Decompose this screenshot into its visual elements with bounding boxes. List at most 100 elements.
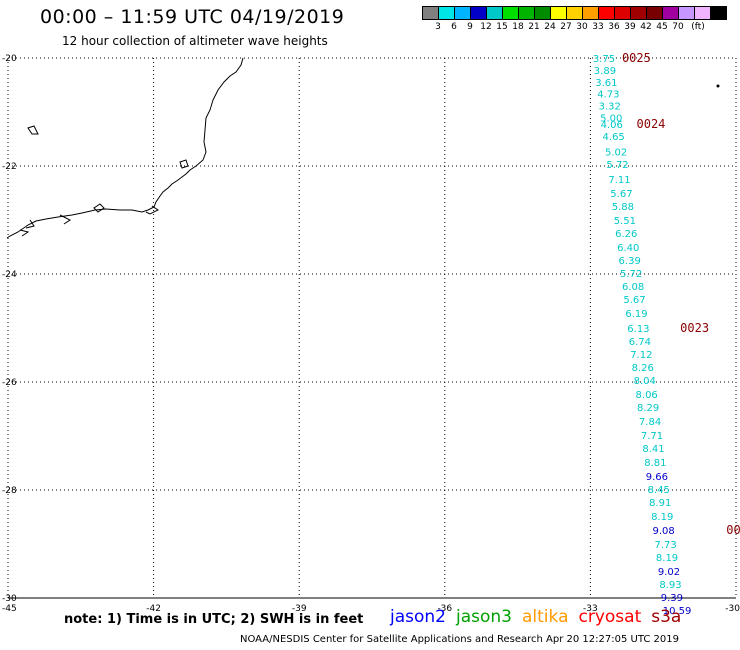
island-dot — [716, 84, 720, 88]
swh-value-label: 7.73 — [654, 540, 676, 551]
swh-value-label: 3.75 — [593, 54, 615, 65]
track-time-label: 0024 — [637, 117, 666, 131]
satellite-legend: jason2 jason3 altika cryosat s3a — [390, 607, 681, 627]
colorbar-label: 21 — [528, 22, 540, 32]
swh-value-label: 6.26 — [615, 229, 637, 240]
swh-value-label: 3.61 — [595, 78, 617, 89]
swh-value-label: 8.93 — [659, 580, 681, 591]
satellite-legend-jason3: jason3 — [456, 607, 512, 627]
swh-value-label: 9.02 — [658, 567, 680, 578]
map-grid — [7, 57, 737, 599]
swh-value-label: 6.13 — [627, 324, 649, 335]
swh-value-label: 8.26 — [632, 363, 654, 374]
swh-value-label: 8.06 — [636, 390, 658, 401]
lon-tick-label: -45 — [2, 604, 17, 614]
swh-value-label: 9.66 — [646, 472, 668, 483]
colorbar-label: 36 — [608, 22, 620, 32]
swh-value-label: 4.65 — [603, 132, 625, 143]
lat-tick-label: -28 — [2, 486, 17, 496]
colorbar-label: 39 — [624, 22, 636, 32]
colorbar-labels: 3 6 9 12 15 18 21 24 27 30 33 36 39 42 45 70 (ft) — [422, 22, 740, 34]
swh-value-label: 7.71 — [641, 431, 663, 442]
swh-value-label: 8.41 — [642, 444, 664, 455]
swh-value-label: 8.45 — [648, 485, 670, 496]
swh-value-label: 8.19 — [651, 512, 673, 523]
footer-credit: NOAA/NESDIS Center for Satellite Applica… — [240, 634, 679, 645]
swh-value-label: 6.19 — [625, 309, 647, 320]
swh-value-label: 9.39 — [661, 593, 683, 604]
track-time-label: 0025 — [622, 51, 651, 65]
swh-value-label: 5.67 — [623, 295, 645, 306]
track-time-label: 00 — [726, 523, 740, 537]
colorbar-label: 9 — [467, 22, 473, 32]
satellite-legend-s3a: s3a — [651, 607, 682, 627]
colorbar-label: 24 — [544, 22, 556, 32]
map-title: 00:00 – 11:59 UTC 04/19/2019 — [40, 6, 345, 28]
track-time-label: 0023 — [680, 321, 709, 335]
colorbar-label: 6 — [451, 22, 457, 32]
swh-value-label: 3.32 — [599, 102, 621, 113]
lon-tick-label: -36 — [437, 604, 452, 614]
satellite-legend-jason2: jason2 — [390, 607, 446, 627]
colorbar-label: 33 — [592, 22, 604, 32]
colorbar-label: 27 — [560, 22, 572, 32]
swh-value-label: 6.74 — [629, 337, 651, 348]
lon-tick-label: -39 — [292, 604, 307, 614]
colorbar-label: 3 — [435, 22, 441, 32]
swh-value-label: 8.29 — [637, 403, 659, 414]
map-subtitle: 12 hour collection of altimeter wave hei… — [62, 34, 328, 48]
lat-tick-label: -26 — [2, 378, 17, 388]
swh-value-label: 5.67 — [610, 189, 632, 200]
colorbar-label: 15 — [496, 22, 508, 32]
lon-tick-label: -42 — [146, 604, 161, 614]
lon-tick-label: -30 — [725, 604, 740, 614]
swh-value-label: 3.89 — [594, 66, 616, 77]
swh-value-label: 8.81 — [644, 458, 666, 469]
swh-value-label: 7.12 — [630, 350, 652, 361]
altimeter-track: 3.753.893.614.733.325.004.064.65 5.02 5.72… — [593, 54, 692, 617]
lon-tick-label: -33 — [583, 604, 598, 614]
coastline — [6, 57, 720, 239]
coastline-island — [179, 159, 189, 169]
coastline-bay-detail — [19, 203, 159, 237]
colorbar-label: 45 — [656, 22, 668, 32]
swh-value-label: 5.72 — [606, 160, 628, 171]
swh-value-label: 5.88 — [612, 202, 634, 213]
axis-tick-labels: -20-22-24-26-28-30-45 -42 -39 -36 -33 -30 — [2, 54, 740, 614]
swh-value-label: 10.59 — [663, 606, 692, 617]
satellite-legend-altika: altika — [522, 607, 569, 627]
swh-value-label: 6.08 — [622, 282, 644, 293]
swh-value-label: 4.06 — [601, 120, 623, 131]
lat-tick-label: -22 — [2, 162, 17, 172]
lat-tick-label: -20 — [2, 54, 17, 64]
swh-value-label: 6.40 — [617, 243, 639, 254]
lat-tick-label: -24 — [2, 270, 17, 280]
swh-value-label: 8.91 — [649, 498, 671, 509]
track-time-labels: 0025 0024 0023 00 — [622, 51, 740, 537]
island-small — [27, 125, 39, 135]
swh-value-label: 7.84 — [639, 417, 661, 428]
swh-value-label: 9.08 — [653, 526, 675, 537]
swh-value-label: 8.04 — [634, 376, 656, 387]
lat-tick-label: -30 — [2, 594, 17, 604]
swh-value-label: 5.00 — [600, 113, 622, 124]
swh-value-label: 5.02 — [605, 147, 627, 158]
satellite-legend-cryosat: cryosat — [578, 607, 642, 627]
wave-height-colorbar — [422, 6, 727, 20]
swh-value-label: 4.73 — [597, 90, 619, 101]
swh-value-label: 8.19 — [656, 553, 678, 564]
colorbar-label: 30 — [576, 22, 588, 32]
coastline-mainland — [6, 57, 244, 239]
colorbar-label: 18 — [512, 22, 524, 32]
colorbar-label: 70 — [672, 22, 684, 32]
swh-value-label: 6.39 — [619, 256, 641, 267]
colorbar-label: 42 — [640, 22, 652, 32]
swh-value-label: 5.72 — [620, 269, 642, 280]
colorbar-swatch — [710, 6, 727, 20]
colorbar-label: (ft) — [691, 22, 705, 32]
notes-text: note: 1) Time is in UTC; 2) SWH is in fe… — [64, 612, 364, 627]
colorbar-label: 12 — [480, 22, 492, 32]
swh-value-label: 5.51 — [614, 216, 636, 227]
swh-value-label: 7.11 — [608, 175, 630, 186]
